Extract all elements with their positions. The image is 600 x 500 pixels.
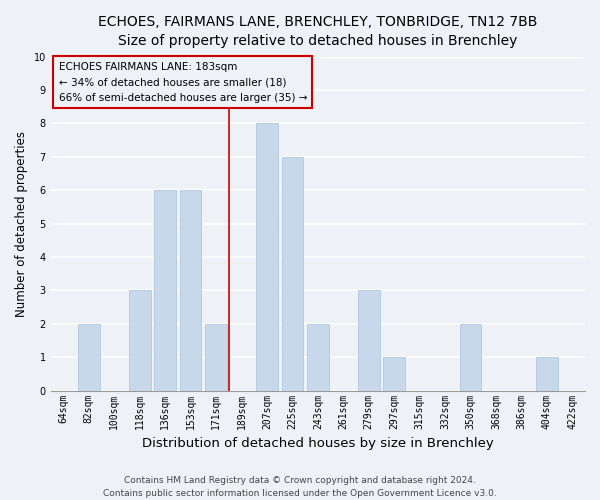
Bar xyxy=(180,190,202,390)
Bar xyxy=(205,324,227,390)
Text: ECHOES FAIRMANS LANE: 183sqm
← 34% of detached houses are smaller (18)
66% of se: ECHOES FAIRMANS LANE: 183sqm ← 34% of de… xyxy=(59,62,307,103)
Bar xyxy=(154,190,176,390)
X-axis label: Distribution of detached houses by size in Brenchley: Distribution of detached houses by size … xyxy=(142,437,494,450)
Bar xyxy=(536,357,557,390)
Bar xyxy=(256,124,278,390)
Bar xyxy=(78,324,100,390)
Bar xyxy=(281,157,303,390)
Bar xyxy=(129,290,151,390)
Y-axis label: Number of detached properties: Number of detached properties xyxy=(15,130,28,316)
Bar xyxy=(307,324,329,390)
Bar xyxy=(383,357,405,390)
Text: Contains HM Land Registry data © Crown copyright and database right 2024.
Contai: Contains HM Land Registry data © Crown c… xyxy=(103,476,497,498)
Bar xyxy=(358,290,380,390)
Bar xyxy=(460,324,481,390)
Title: ECHOES, FAIRMANS LANE, BRENCHLEY, TONBRIDGE, TN12 7BB
Size of property relative : ECHOES, FAIRMANS LANE, BRENCHLEY, TONBRI… xyxy=(98,15,538,48)
